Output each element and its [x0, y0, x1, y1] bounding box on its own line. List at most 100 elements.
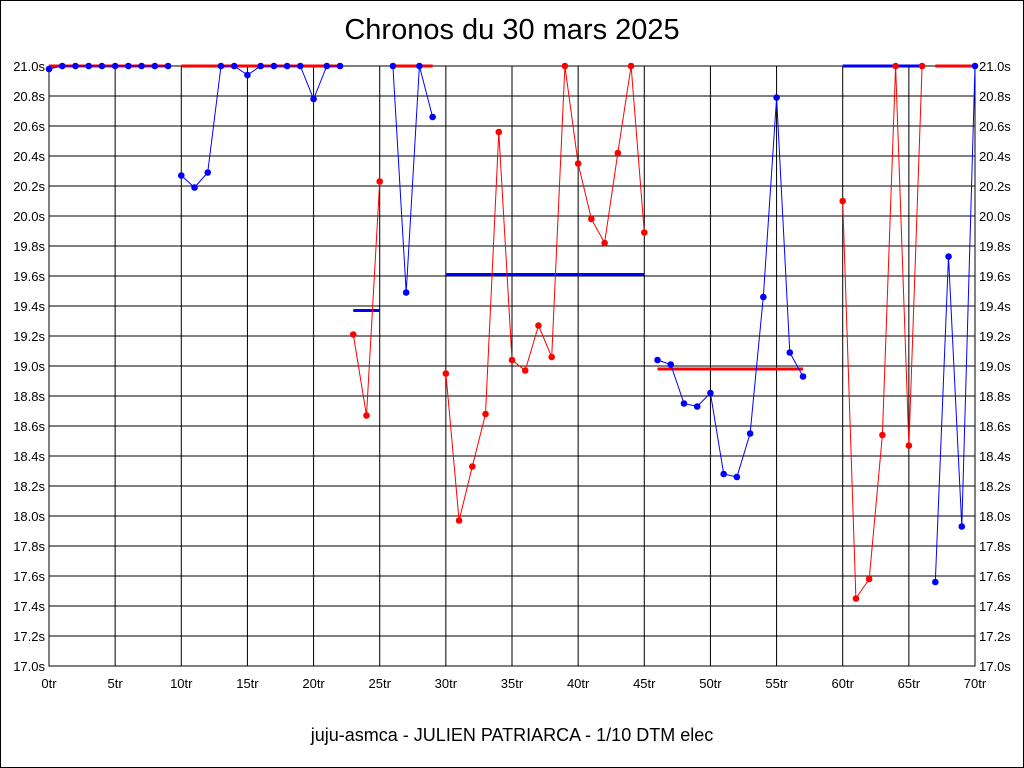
data-point [85, 62, 92, 70]
data-point [230, 62, 238, 70]
data-point [376, 178, 384, 185]
data-point [111, 62, 119, 70]
data-point [349, 331, 357, 338]
y-tick-label-right: 19.8s [979, 239, 1011, 254]
data-point [971, 62, 979, 70]
chart-title: Chronos du 30 mars 2025 [344, 14, 680, 46]
data-point [125, 62, 132, 70]
data-point [482, 410, 489, 418]
data-point [773, 94, 780, 101]
data-point [151, 62, 159, 70]
series-line [934, 65, 976, 583]
y-tick-label: 19.6s [13, 269, 45, 284]
series-line [657, 97, 804, 478]
data-point [58, 62, 66, 70]
data-point [521, 367, 529, 374]
data-point [905, 442, 913, 449]
x-tick-label: 55tr [765, 676, 788, 691]
y-tick-label-right: 19.2s [979, 329, 1011, 344]
data-point [548, 353, 555, 361]
y-tick-label: 17.2s [13, 629, 45, 644]
y-tick-label-right: 17.0s [979, 659, 1011, 674]
data-point [879, 431, 886, 439]
data-point [865, 575, 873, 583]
y-tick-label: 18.2s [13, 479, 45, 494]
y-tick-label: 19.2s [13, 329, 45, 344]
y-tick-label-right: 20.2s [979, 179, 1011, 194]
y-tick-label: 18.4s [13, 449, 45, 464]
data-point [654, 356, 661, 364]
y-tick-label: 20.8s [13, 89, 45, 104]
data-point [138, 62, 145, 70]
data-point [429, 113, 436, 121]
y-tick-label-right: 19.0s [979, 359, 1011, 374]
data-point [640, 229, 648, 236]
data-point [363, 412, 370, 419]
x-tick-label: 70tr [964, 676, 987, 691]
data-point [680, 400, 688, 407]
y-tick-label-right: 18.6s [979, 419, 1011, 434]
data-point [667, 361, 675, 368]
data-point [177, 172, 185, 179]
data-point [416, 62, 423, 70]
data-point [707, 389, 714, 397]
data-point [45, 65, 53, 73]
data-point [746, 430, 754, 437]
data-point [469, 463, 476, 470]
x-tick-label: 15tr [236, 676, 259, 691]
data-point [336, 62, 344, 70]
data-point [204, 169, 212, 176]
x-tick-label: 20tr [302, 676, 325, 691]
data-point [958, 523, 966, 530]
y-tick-label: 18.0s [13, 509, 45, 524]
series-line [842, 65, 923, 601]
data-point [98, 62, 106, 70]
data-point [614, 149, 622, 157]
y-tick-label-right: 20.0s [979, 209, 1011, 224]
series-line [352, 181, 381, 416]
x-tick-label: 30tr [435, 676, 458, 691]
data-point [244, 71, 251, 79]
data-point [852, 595, 860, 602]
data-point [310, 95, 317, 103]
y-tick-label: 17.4s [13, 599, 45, 614]
data-point [574, 160, 582, 167]
y-tick-label: 19.4s [13, 299, 45, 314]
series-line [180, 65, 340, 189]
y-tick-label: 20.0s [13, 209, 45, 224]
data-point [442, 370, 450, 377]
data-point [323, 62, 331, 70]
series-line [392, 65, 434, 293]
x-tick-label: 60tr [832, 676, 855, 691]
y-tick-label: 18.8s [13, 389, 45, 404]
y-tick-label-right: 17.2s [979, 629, 1011, 644]
x-tick-label: 45tr [633, 676, 656, 691]
data-point [270, 62, 278, 70]
data-point [191, 184, 198, 191]
y-tick-label-right: 20.8s [979, 89, 1011, 104]
data-point [588, 215, 595, 223]
data-point [601, 239, 608, 247]
y-tick-label-right: 17.8s [979, 539, 1011, 554]
y-tick-label-right: 17.6s [979, 569, 1011, 584]
data-point [257, 62, 264, 70]
data-point [297, 62, 304, 70]
y-tick-label-right: 18.2s [979, 479, 1011, 494]
data-point [918, 62, 926, 70]
y-tick-label: 19.8s [13, 239, 45, 254]
chart-footer: juju-asmca - JULIEN PATRIARCA - 1/10 DTM… [310, 725, 714, 745]
y-tick-label-right: 18.4s [979, 449, 1011, 464]
data-point [693, 403, 701, 410]
y-tick-label-right: 18.8s [979, 389, 1011, 404]
series-line [445, 65, 645, 521]
data-point [786, 349, 794, 356]
y-tick-label: 20.6s [13, 119, 45, 134]
data-point [561, 62, 569, 70]
y-tick-label: 17.6s [13, 569, 45, 584]
y-tick-label-right: 19.4s [979, 299, 1011, 314]
data-point [627, 62, 635, 70]
data-point [495, 128, 503, 136]
x-tick-label: 65tr [898, 676, 921, 691]
data-point [72, 62, 79, 70]
y-tick-label-right: 20.6s [979, 119, 1011, 134]
